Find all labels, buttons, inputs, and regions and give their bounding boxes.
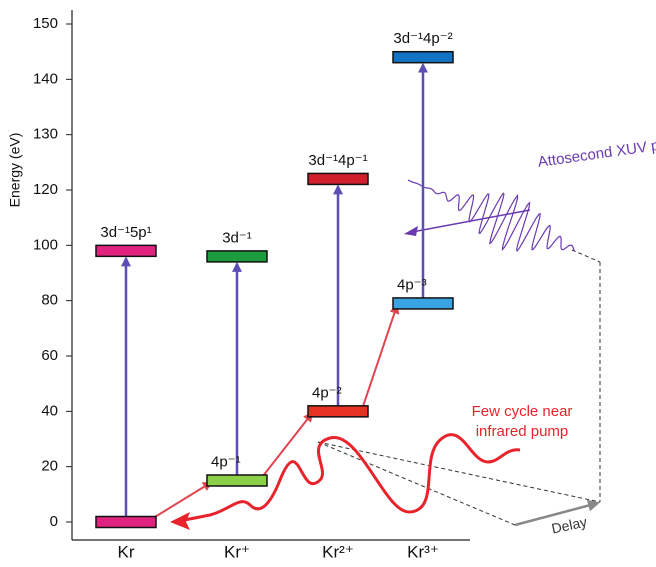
x-tick-label: Kr³⁺ (407, 542, 439, 561)
y-tick-label: 140 (33, 70, 58, 87)
chart: Energy (eV) Delay Few cycle near infrare… (0, 0, 656, 567)
ionization-arrow (150, 483, 211, 521)
energy-level (308, 406, 368, 417)
y-tick-label: 80 (41, 292, 58, 309)
y-tick-label: 0 (50, 513, 58, 530)
y-tick-label: 40 (41, 402, 58, 419)
y-tick-label: 20 (41, 458, 58, 475)
energy-level (207, 475, 267, 486)
level-label: 4p⁻¹ (211, 453, 241, 470)
y-tick-label: 130 (33, 126, 58, 143)
xuv-direction (412, 210, 530, 232)
energy-level (308, 173, 368, 184)
energy-level (207, 251, 267, 262)
energy-level (96, 245, 156, 256)
xuv-probe-label: Attosecond XUV probe (537, 133, 656, 171)
energy-level (96, 517, 156, 528)
level-label: 3d⁻¹4p⁻² (393, 30, 452, 47)
y-axis-label: Energy (eV) (7, 133, 23, 208)
x-tick-label: Kr²⁺ (322, 542, 354, 561)
xuv-arrowhead (404, 226, 418, 236)
xuv-wave (408, 180, 575, 251)
ir-pump-label: Few cycle near (472, 403, 573, 420)
x-tick-label: Kr (118, 542, 135, 561)
energy-level (393, 52, 453, 63)
level-label: 3d⁻¹5p¹ (100, 224, 151, 241)
y-tick-label: 100 (33, 236, 58, 253)
level-label: 3d⁻¹4p⁻¹ (308, 152, 367, 169)
energy-level (393, 298, 453, 309)
ir-pump-arrowhead (170, 512, 190, 530)
ionization-arrow (362, 305, 397, 409)
y-tick-label: 150 (33, 15, 58, 32)
level-label: 4p⁻² (312, 384, 342, 401)
level-label: 4p⁻³ (397, 276, 427, 293)
x-tick-label: Kr⁺ (224, 542, 250, 561)
delay-guides (318, 250, 600, 525)
y-tick-label: 120 (33, 181, 58, 198)
level-label: 3d⁻¹ (222, 229, 252, 246)
delay-label: Delay (550, 513, 588, 536)
y-tick-label: 60 (41, 347, 58, 364)
xuv-probe-pulse (404, 180, 575, 251)
ir-pump-label: infrared pump (476, 423, 569, 440)
